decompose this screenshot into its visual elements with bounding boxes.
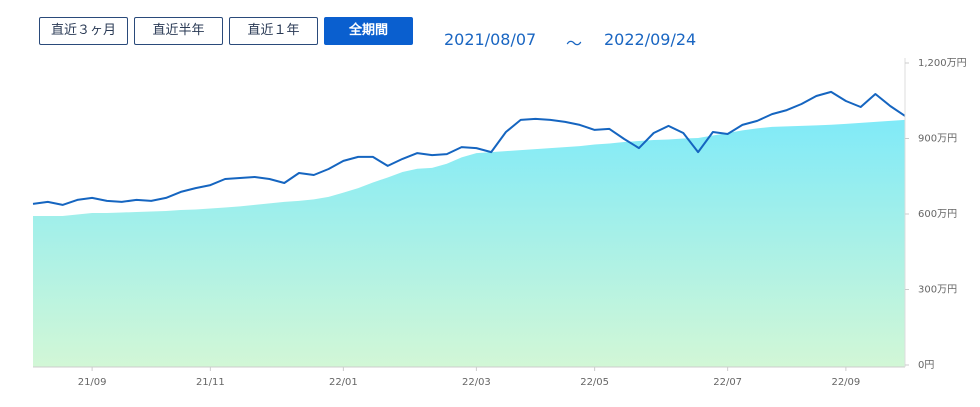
x-tick-label: 22/05 <box>580 377 609 388</box>
period-button[interactable]: 全期間 <box>324 17 413 45</box>
y-tick-label: 900万円 <box>918 134 957 145</box>
x-tick-label: 21/11 <box>196 377 225 388</box>
date-start: 2021/08/07 <box>444 30 537 49</box>
x-tick-label: 21/09 <box>78 377 107 388</box>
period-button[interactable]: 直近３ヶ月 <box>39 17 128 45</box>
period-button[interactable]: 直近１年 <box>229 17 318 45</box>
y-tick-label: 600万円 <box>918 209 957 220</box>
date-separator: ～ <box>566 34 583 53</box>
x-tick-label: 22/09 <box>831 377 860 388</box>
x-tick-label: 22/07 <box>713 377 742 388</box>
area <box>33 119 905 368</box>
x-tick-label: 22/01 <box>329 377 358 388</box>
date-end: 2022/09/24 <box>604 30 697 49</box>
y-tick-label: 1,200万円 <box>918 58 967 69</box>
y-tick-label: 0円 <box>918 360 934 371</box>
x-tick-label: 22/03 <box>462 377 491 388</box>
y-tick-label: 300万円 <box>918 285 957 296</box>
line <box>32 90 906 206</box>
period-button[interactable]: 直近半年 <box>134 17 223 45</box>
